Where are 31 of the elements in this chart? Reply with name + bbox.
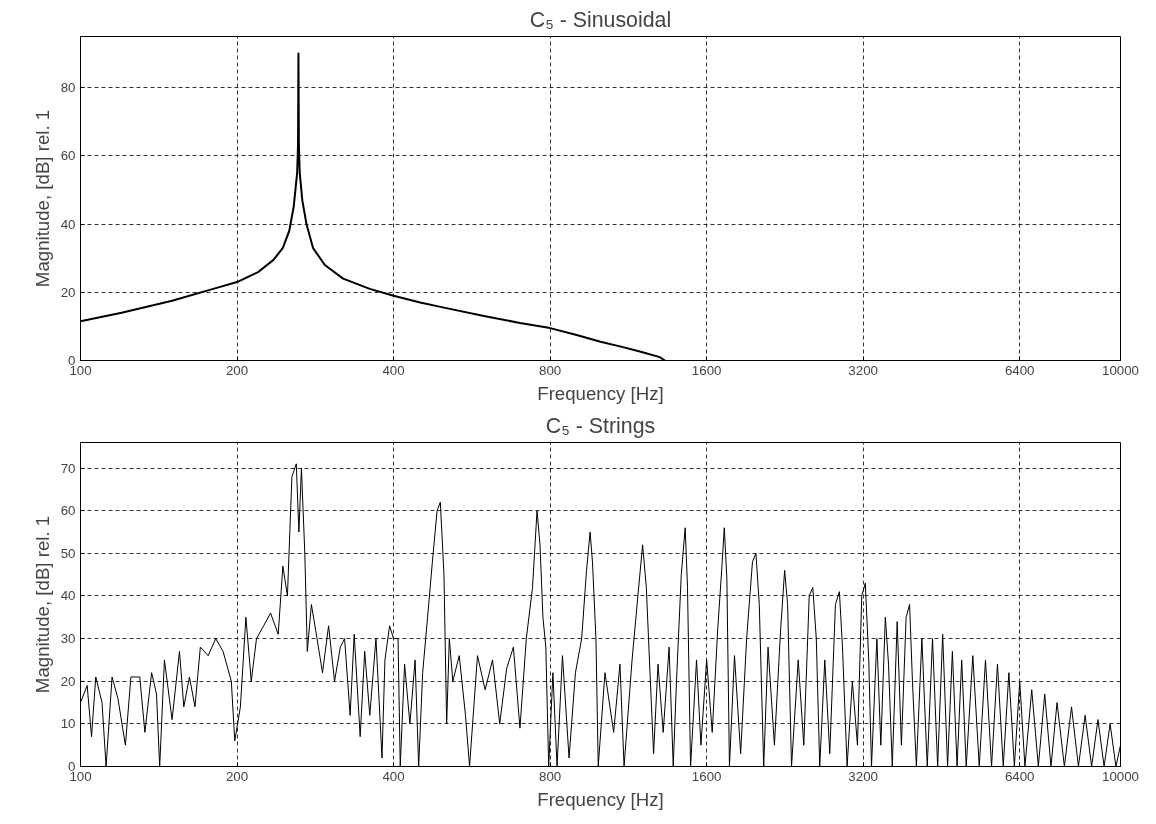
x-tick-label: 800 — [538, 362, 562, 378]
y-tick-label: 40 — [60, 588, 76, 604]
y-tick-label: 60 — [60, 148, 76, 164]
x-tick-label: 1600 — [691, 768, 722, 784]
y-tick-label: 30 — [60, 631, 76, 647]
x-tick-label: 10000 — [1101, 362, 1140, 378]
x-tick-label: 400 — [382, 362, 405, 378]
x-tick-label: 6400 — [1004, 768, 1035, 784]
x-tick-label: 10000 — [1101, 768, 1140, 784]
y-tick-label: 20 — [60, 673, 76, 689]
y-tick-label: 60 — [60, 503, 76, 519]
chart-title: C₅ - Strings — [545, 413, 656, 438]
x-axis-title: Frequency [Hz] — [537, 382, 664, 404]
x-tick-label: 200 — [225, 768, 249, 784]
x-tick-label: 400 — [382, 768, 405, 784]
x-tick-label: 6400 — [1004, 362, 1035, 378]
chart-title: C₅ - Sinusoidal — [529, 7, 672, 32]
x-axis-title: Frequency [Hz] — [537, 788, 664, 810]
y-axis-title: Magnitude, [dB] rel. 1 — [31, 109, 53, 288]
x-tick-label: 1600 — [691, 362, 722, 378]
y-axis-title: Magnitude, [dB] rel. 1 — [31, 515, 53, 694]
x-tick-label: 200 — [225, 362, 249, 378]
x-tick-label: 800 — [538, 768, 562, 784]
y-tick-label: 40 — [60, 216, 76, 232]
x-tick-label: 3200 — [848, 768, 879, 784]
x-tick-label: 3200 — [848, 362, 879, 378]
y-tick-label: 10 — [60, 716, 76, 732]
y-tick-label: 80 — [60, 80, 76, 96]
y-tick-label: 20 — [60, 284, 76, 300]
y-tick-label: 50 — [60, 545, 76, 561]
y-tick-label: 70 — [60, 460, 76, 476]
